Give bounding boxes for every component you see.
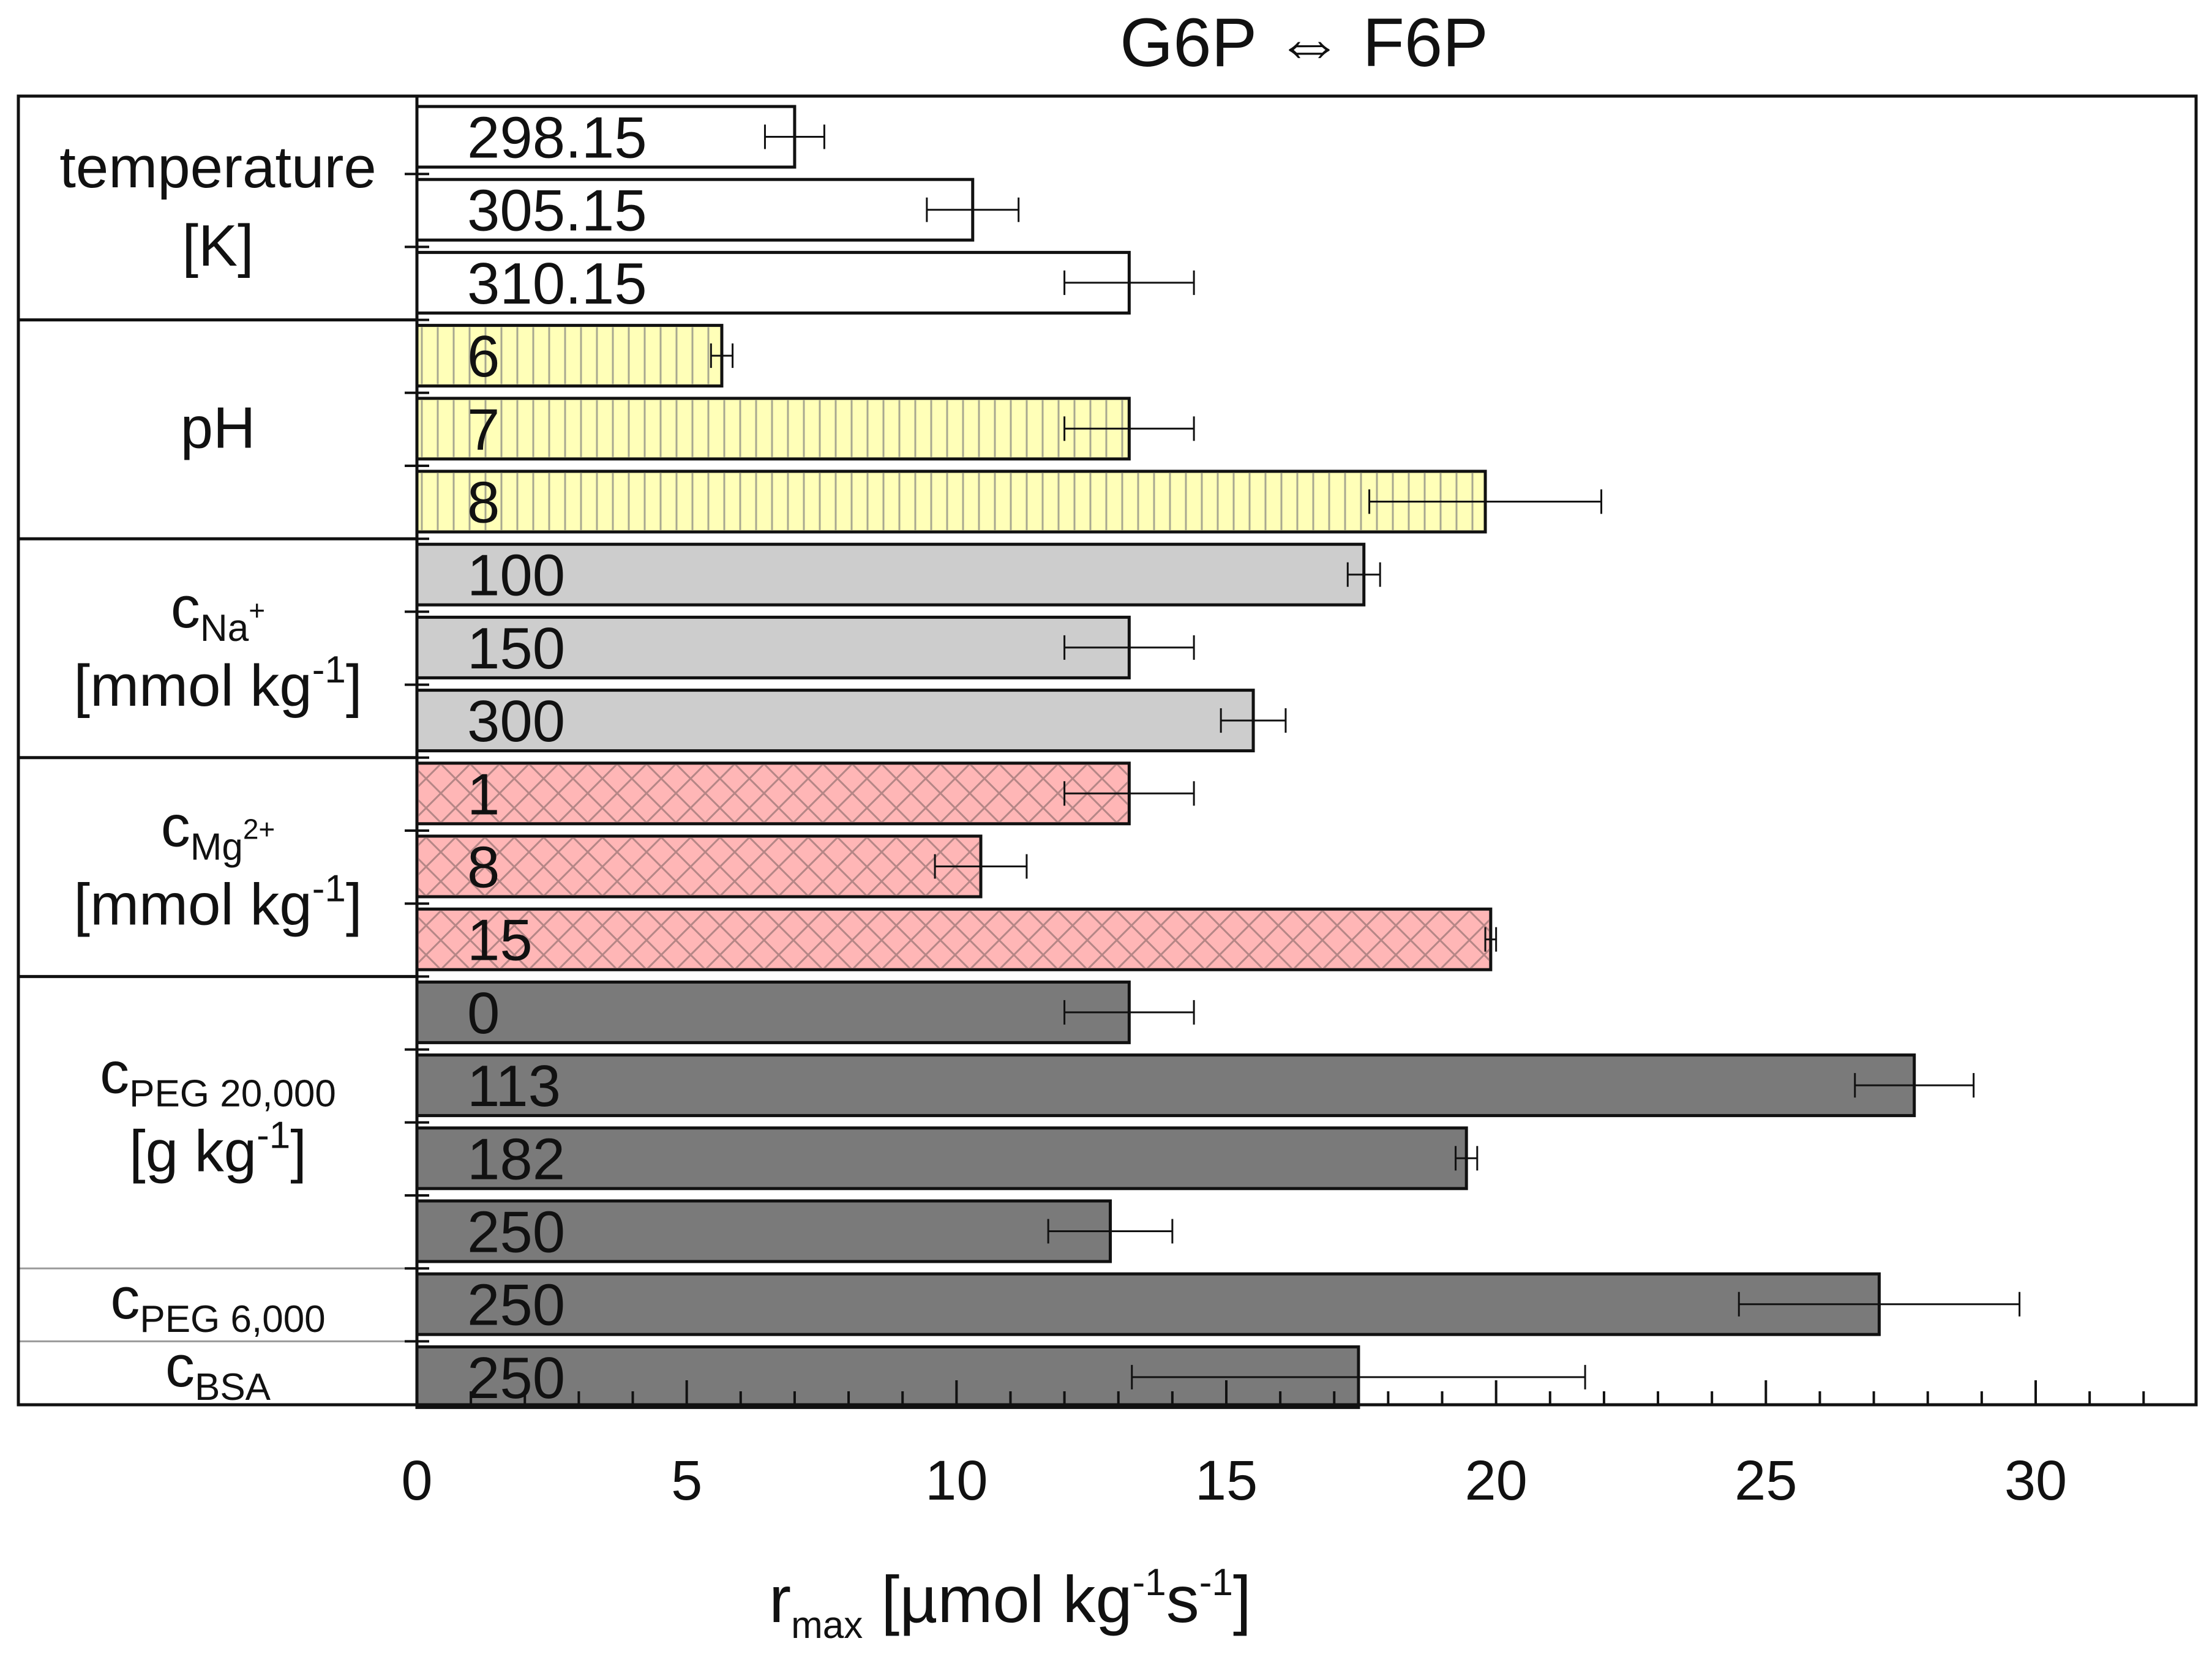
group-label-bsa-line-0: cBSA	[165, 1334, 271, 1408]
bar-pattern-ph-7	[419, 400, 1128, 457]
bar-label-mg-15: 15	[467, 908, 533, 973]
plot-frame	[17, 94, 2198, 1407]
bar-peg20-0	[415, 980, 1131, 1044]
bar-label-peg6-250: 250	[467, 1273, 565, 1338]
x-tick-label-25: 25	[1734, 1449, 1797, 1512]
bar-pattern-ph-6	[419, 327, 720, 384]
x-tick-label-5: 5	[671, 1449, 702, 1512]
bar-temperature-298.15	[415, 105, 797, 169]
x-tick-label-15: 15	[1195, 1449, 1258, 1512]
bar-label-ph-8: 8	[467, 470, 500, 536]
bar-peg20-113	[415, 1053, 1916, 1118]
bar-pattern-mg-15	[419, 911, 1489, 968]
x-tick-label-30: 30	[2004, 1449, 2067, 1512]
bar-label-ph-6: 6	[467, 324, 500, 389]
bar-label-peg20-0: 0	[467, 981, 500, 1046]
group-label-peg20-line-0: cPEG 20,000	[100, 1040, 336, 1115]
group-label-peg6-line-0: cPEG 6,000	[110, 1266, 325, 1340]
bar-pattern-mg-1	[419, 765, 1128, 822]
group-label-peg20-line-1: [g kg-1]	[129, 1114, 307, 1184]
bar-na-150	[415, 615, 1131, 679]
group-label-na-line-0: cNa+	[171, 575, 265, 649]
bar-label-peg20-182: 182	[467, 1126, 565, 1192]
bar-label-bsa-250: 250	[467, 1345, 565, 1411]
x-tick-label-20: 20	[1464, 1449, 1527, 1512]
bar-peg20-250	[415, 1199, 1112, 1263]
bar-pattern-mg-8	[419, 838, 979, 895]
bar-peg20-182	[415, 1126, 1468, 1191]
bar-na-300	[415, 689, 1255, 753]
bar-label-mg-8: 8	[467, 835, 500, 900]
group-label-temperature-line-1: [K]	[182, 213, 253, 279]
bar-label-peg20-250: 250	[467, 1200, 565, 1265]
bar-label-na-100: 100	[467, 543, 565, 608]
group-label-mg-line-0: cMg2+	[161, 794, 276, 869]
bar-label-na-300: 300	[467, 689, 565, 754]
bar-label-temperature-298.15: 298.15	[467, 105, 647, 171]
error-bars	[710, 124, 2021, 1389]
x-tick-label-0: 0	[401, 1449, 432, 1512]
bar-label-mg-1: 1	[467, 761, 500, 827]
bar-label-peg20-113: 113	[467, 1053, 561, 1119]
x-tick-label-10: 10	[925, 1449, 988, 1512]
bar-na-100	[415, 542, 1366, 607]
bar-label-na-150: 150	[467, 616, 565, 681]
bar-label-temperature-310.15: 310.15	[467, 251, 647, 316]
bar-pattern-ph-8	[419, 473, 1484, 530]
chart-title: G6P ⇔ F6P	[1120, 4, 1488, 81]
bar-series: 298.15305.15310.156781001503001815011318…	[415, 105, 1916, 1411]
group-label-mg-line-1: [mmol kg-1]	[73, 868, 362, 938]
bar-label-temperature-305.15: 305.15	[467, 178, 647, 244]
group-label-na-line-1: [mmol kg-1]	[73, 649, 362, 719]
bar-peg6-250	[415, 1272, 1881, 1336]
x-axis-title: rmax [µmol kg-1s-1]	[769, 1561, 1251, 1647]
group-label-ph-line-0: pH	[181, 395, 256, 460]
group-label-temperature-line-0: temperature	[59, 135, 377, 200]
bar-label-ph-7: 7	[467, 397, 500, 462]
